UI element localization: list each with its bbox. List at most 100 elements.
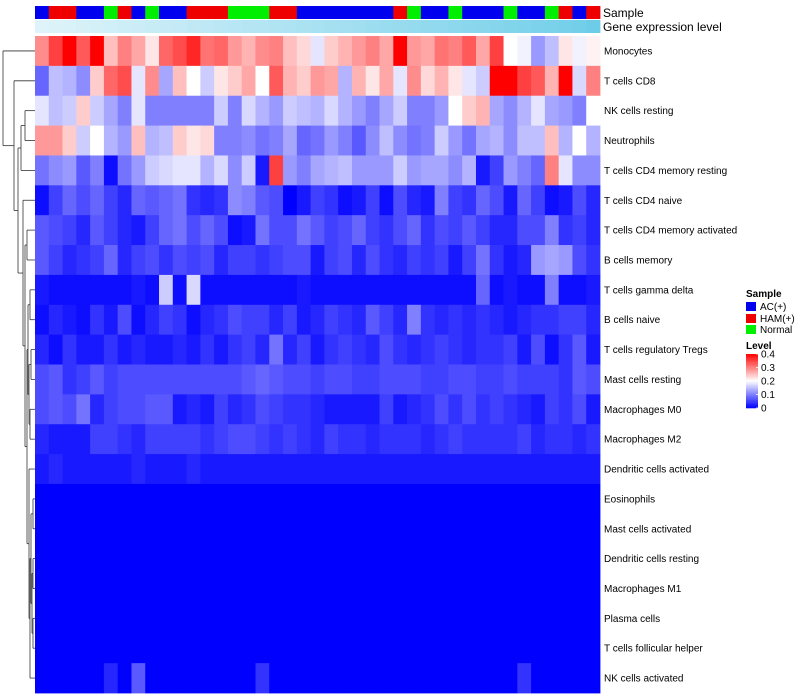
- heatmap-cell: [586, 364, 601, 395]
- heatmap-cell: [393, 483, 408, 515]
- sample-annotation-cell: [159, 6, 174, 19]
- heatmap-cell: [517, 364, 532, 395]
- heatmap-cell: [48, 155, 63, 186]
- heatmap-cell: [420, 663, 436, 694]
- heatmap-cell: [214, 454, 229, 485]
- heatmap-cell: [117, 304, 132, 336]
- sample-annotation-cell: [283, 6, 298, 19]
- heatmap-cell: [241, 125, 256, 156]
- heatmap-cell: [200, 663, 215, 694]
- heatmap-cell: [159, 454, 174, 485]
- sample-annotation-cell: [62, 6, 77, 19]
- heatmap-cell: [76, 663, 91, 694]
- sample-annotation-cell: [586, 6, 601, 19]
- heatmap-cell: [172, 543, 187, 574]
- row-label: Eosinophils: [604, 494, 655, 505]
- heatmap-cell: [214, 424, 229, 455]
- heatmap-cell: [214, 364, 229, 395]
- heatmap-cell: [117, 543, 132, 574]
- legend-level-gradient-step: [746, 360, 758, 363]
- heatmap-cell: [62, 185, 77, 216]
- legend-level-gradient-step: [746, 356, 758, 359]
- heatmap-cell: [310, 364, 325, 395]
- heatmap-cell: [200, 245, 215, 276]
- heatmap-cell: [338, 245, 353, 276]
- heatmap-cell: [448, 483, 463, 515]
- heatmap-cell: [159, 633, 174, 664]
- heatmap-cell: [379, 483, 394, 515]
- heatmap-cell: [296, 65, 312, 97]
- heatmap-cell: [475, 125, 491, 156]
- heatmap-cell: [379, 663, 394, 694]
- heatmap-cell: [283, 633, 298, 664]
- heatmap-cell: [103, 543, 119, 574]
- heatmap-cell: [227, 155, 243, 186]
- sample-annotation-cell: [503, 6, 518, 19]
- heatmap-cell: [489, 125, 504, 156]
- heatmap-cell: [365, 603, 380, 634]
- heatmap-cell: [227, 65, 243, 97]
- heatmap-cell: [131, 364, 146, 395]
- heatmap-cell: [200, 185, 215, 216]
- heatmap-cell: [475, 394, 491, 425]
- legend-level-gradient-step: [746, 383, 758, 386]
- heatmap-cell: [283, 155, 298, 186]
- heatmap-cell: [186, 663, 201, 694]
- heatmap-cell: [255, 304, 270, 336]
- heatmap-cell: [145, 304, 160, 336]
- legend-level-gradient-step: [746, 382, 758, 384]
- heatmap-cell: [131, 274, 146, 306]
- heatmap-cell: [269, 304, 284, 336]
- gene-expression-annotation-cell: [76, 20, 91, 33]
- heatmap-cell: [475, 633, 491, 664]
- heatmap-cell: [172, 65, 187, 97]
- heatmap-cell: [131, 603, 146, 634]
- heatmap-cell: [462, 95, 477, 126]
- heatmap-cell: [434, 513, 449, 545]
- heatmap-cell: [48, 274, 63, 306]
- heatmap-cell: [572, 394, 587, 425]
- heatmap-cell: [35, 334, 50, 365]
- heatmap-cell: [420, 185, 436, 216]
- heatmap-cell: [586, 454, 601, 485]
- heatmap-cell: [269, 185, 284, 216]
- heatmap-cell: [448, 274, 463, 306]
- heatmap-cell: [310, 454, 325, 485]
- heatmap-cell: [310, 155, 325, 186]
- heatmap-cell: [462, 185, 477, 216]
- heatmap-cell: [503, 513, 518, 545]
- heatmap-cell: [503, 125, 518, 156]
- heatmap-cell: [462, 663, 477, 694]
- heatmap-cell: [159, 364, 174, 395]
- heatmap-cell: [324, 394, 339, 425]
- heatmap-cell: [103, 65, 119, 97]
- heatmap-cell: [186, 603, 201, 634]
- heatmap-cell: [241, 483, 256, 515]
- heatmap-cell: [62, 36, 77, 67]
- heatmap-cell: [351, 245, 367, 276]
- heatmap-cell: [200, 304, 215, 336]
- heatmap-cell: [365, 65, 380, 97]
- heatmap-cell: [420, 424, 436, 455]
- heatmap-cell: [407, 125, 422, 156]
- legend-level-gradient-step: [746, 379, 758, 382]
- heatmap-cell: [200, 424, 215, 455]
- heatmap-cell: [76, 245, 91, 276]
- heatmap-cell: [407, 543, 422, 574]
- gene-expression-annotation-cell: [145, 20, 160, 33]
- heatmap-cell: [338, 185, 353, 216]
- heatmap-cell: [131, 155, 146, 186]
- gene-expression-annotation-cell: [393, 20, 408, 33]
- heatmap-cell: [503, 483, 518, 515]
- gene-expression-annotation-cell: [159, 20, 174, 33]
- heatmap-cell: [558, 364, 573, 395]
- heatmap-cell: [76, 483, 91, 515]
- heatmap-cell: [62, 663, 77, 694]
- heatmap-cell: [503, 185, 518, 216]
- heatmap-cell: [379, 454, 394, 485]
- heatmap-cell: [572, 424, 587, 455]
- heatmap-cell: [90, 215, 105, 246]
- heatmap-cell: [283, 245, 298, 276]
- heatmap-cell: [448, 394, 463, 425]
- sample-annotation-cell: [544, 6, 560, 19]
